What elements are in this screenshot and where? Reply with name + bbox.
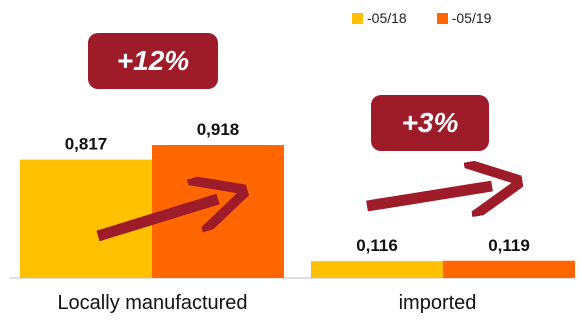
trend-arrow-imported (366, 186, 492, 206)
legend-swatch-series-1 (352, 12, 363, 24)
legend-label-series-1: -05/18 (367, 10, 407, 26)
trend-arrow-local (96, 199, 218, 242)
legend-label-series-2: -05/19 (451, 10, 492, 26)
data-label-local-series-1: 0,817 (65, 135, 108, 154)
data-label-imported-series-1: 0,116 (356, 236, 398, 255)
data-label-imported-series-2: 0,119 (488, 236, 530, 255)
bar-local-series-1 (20, 159, 152, 278)
change-badge-local-text: +12% (116, 45, 190, 76)
category-label-imported: imported (398, 292, 477, 314)
data-label-local-series-2: 0,918 (197, 120, 240, 139)
legend-item-series-1: -05/18 (352, 10, 407, 26)
legend-item-series-2: -05/19 (436, 10, 492, 26)
change-badge-imported-text: +3% (401, 107, 459, 138)
bar-imported-series-2 (443, 260, 575, 278)
legend: -05/18 -05/19 (352, 10, 491, 26)
legend-swatch-series-2 (436, 12, 448, 24)
bar-imported-series-1 (311, 261, 443, 278)
change-badge-local: +12% (88, 33, 218, 89)
change-badge-imported: +3% (371, 95, 489, 151)
category-label-local: Locally manufactured (57, 292, 248, 314)
